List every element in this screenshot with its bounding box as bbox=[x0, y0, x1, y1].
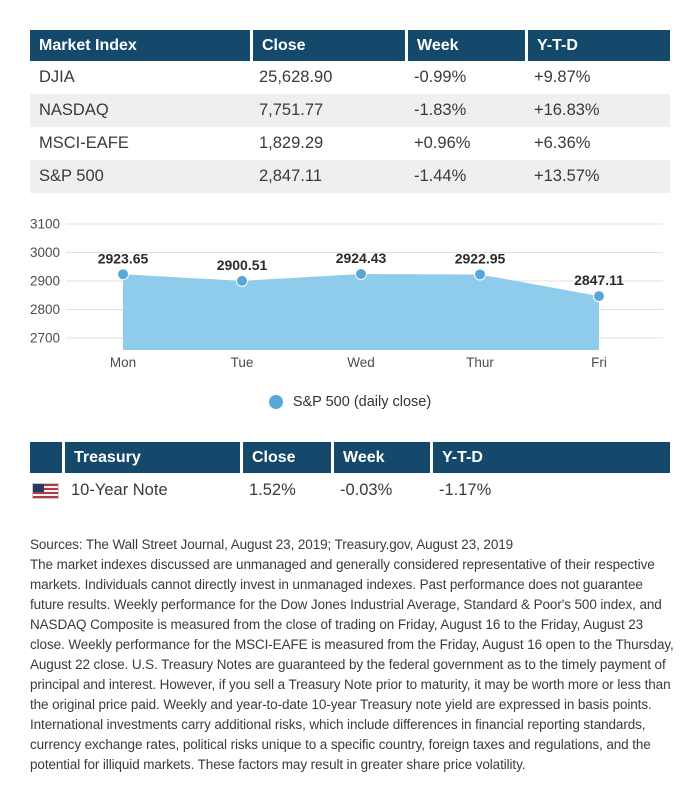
index-name: MSCI-EAFE bbox=[39, 134, 129, 152]
data-point-marker bbox=[117, 268, 129, 281]
data-point-marker bbox=[593, 290, 605, 303]
data-point-marker bbox=[236, 274, 248, 287]
data-point-marker bbox=[474, 268, 486, 281]
data-point-value-label: 2847.11 bbox=[574, 272, 624, 288]
data-point-value-label: 2924.43 bbox=[336, 250, 387, 266]
market-table-header-week: Week bbox=[405, 30, 525, 61]
sources-line: Sources: The Wall Street Journal, August… bbox=[30, 537, 514, 552]
data-point-value-label: 2922.95 bbox=[455, 250, 506, 266]
treasury-ytd: -1.17% bbox=[439, 481, 492, 499]
treasury-name: 10-Year Note bbox=[71, 481, 168, 499]
legend-marker-icon bbox=[268, 395, 283, 409]
treasury-table: Treasury Close Week Y-T-D 10-Year Note 1… bbox=[30, 442, 670, 508]
index-close: 25,628.90 bbox=[259, 68, 333, 86]
weekly-market-update: Market Index Close Week Y-T-D DJIA 25,62… bbox=[30, 30, 674, 772]
index-ytd: +9.87% bbox=[534, 68, 591, 86]
market-table-header-ytd: Y-T-D bbox=[525, 30, 670, 61]
treasury-table-header-row: Treasury Close Week Y-T-D bbox=[30, 442, 670, 473]
x-tick-label: Mon bbox=[110, 355, 136, 370]
index-ytd: +6.36% bbox=[534, 134, 591, 152]
y-tick-label: 2700 bbox=[30, 331, 60, 346]
x-tick-label: Fri bbox=[591, 355, 607, 370]
y-tick-label: 2800 bbox=[30, 302, 60, 317]
table-row: MSCI-EAFE 1,829.29 +0.96% +6.36% bbox=[30, 127, 670, 160]
index-close: 1,829.29 bbox=[259, 134, 324, 152]
index-close: 2,847.11 bbox=[259, 167, 323, 185]
treasury-close: 1.52% bbox=[249, 481, 296, 499]
chart-legend: S&P 500 (daily close) bbox=[30, 394, 670, 410]
market-table-header-row: Market Index Close Week Y-T-D bbox=[30, 30, 670, 61]
treasury-header-flag-cell bbox=[30, 442, 62, 473]
sp500-daily-close-chart: 3100 3000 2900 2800 2700 2923.65 Mon 2900.51 Tue… bbox=[30, 209, 670, 384]
footer-text-block: Sources: The Wall Street Journal, August… bbox=[30, 535, 678, 775]
sp500-area bbox=[123, 274, 599, 350]
x-tick-label: Thur bbox=[466, 355, 494, 370]
data-point-value-label: 2900.51 bbox=[217, 257, 268, 273]
market-table-header-index: Market Index bbox=[30, 30, 250, 61]
treasury-header-name: Treasury bbox=[62, 442, 240, 473]
flag-cell bbox=[30, 473, 62, 508]
data-point-value-label: 2923.65 bbox=[98, 250, 149, 266]
index-ytd: +16.83% bbox=[534, 101, 600, 119]
index-week: -1.44% bbox=[414, 167, 467, 185]
index-name: NASDAQ bbox=[39, 101, 109, 119]
index-week: +0.96% bbox=[414, 134, 471, 152]
index-week: -0.99% bbox=[414, 68, 467, 86]
index-close: 7,751.77 bbox=[259, 101, 324, 119]
sp500-chart-canvas: 3100 3000 2900 2800 2700 2923.65 Mon 2900.51 Tue… bbox=[30, 217, 663, 370]
treasury-header-week: Week bbox=[331, 442, 430, 473]
y-tick-label: 3000 bbox=[30, 245, 60, 260]
index-week: -1.83% bbox=[414, 101, 467, 119]
market-index-table: Market Index Close Week Y-T-D DJIA 25,62… bbox=[30, 30, 670, 193]
x-tick-label: Wed bbox=[347, 355, 375, 370]
treasury-header-ytd: Y-T-D bbox=[430, 442, 670, 473]
data-point-marker bbox=[355, 268, 367, 281]
treasury-header-close: Close bbox=[240, 442, 331, 473]
treasury-week: -0.03% bbox=[340, 481, 393, 499]
index-ytd: +13.57% bbox=[534, 167, 600, 185]
index-name: S&P 500 bbox=[39, 167, 104, 185]
market-table-header-close: Close bbox=[250, 30, 405, 61]
table-row: DJIA 25,628.90 -0.99% +9.87% bbox=[30, 61, 670, 94]
disclaimer-text: The market indexes discussed are unmanag… bbox=[30, 557, 674, 772]
table-row: NASDAQ 7,751.77 -1.83% +16.83% bbox=[30, 94, 670, 127]
y-tick-label: 2900 bbox=[30, 274, 60, 289]
x-tick-label: Tue bbox=[231, 355, 254, 370]
legend-label: S&P 500 (daily close) bbox=[292, 394, 432, 410]
y-tick-label: 3100 bbox=[30, 217, 60, 232]
table-row: 10-Year Note 1.52% -0.03% -1.17% bbox=[30, 473, 670, 508]
us-flag-icon bbox=[33, 483, 58, 498]
table-row: S&P 500 2,847.11 -1.44% +13.57% bbox=[30, 160, 670, 193]
index-name: DJIA bbox=[39, 68, 75, 86]
